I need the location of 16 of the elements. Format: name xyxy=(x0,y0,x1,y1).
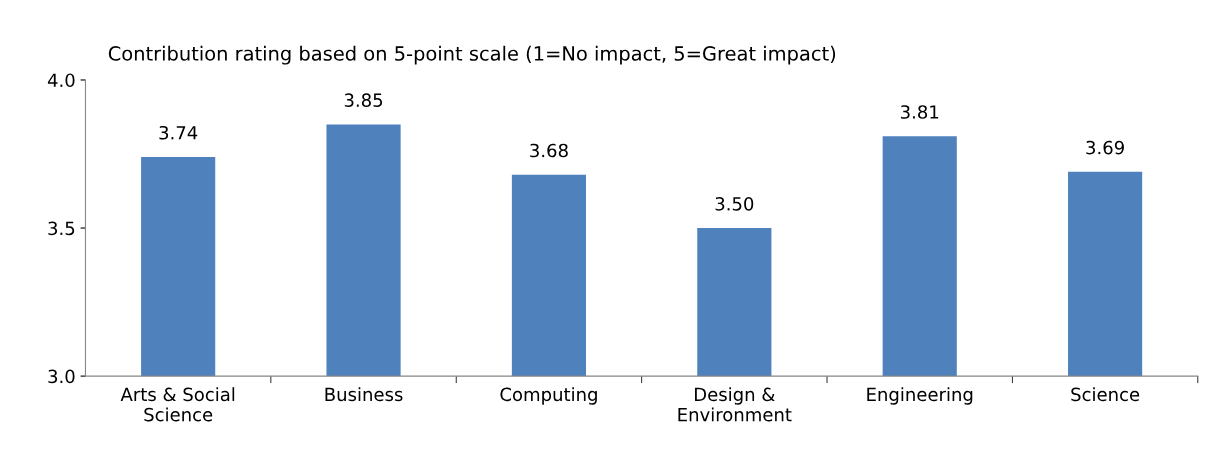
x-tick-label: Business xyxy=(325,387,403,402)
data-label: 3.81 xyxy=(900,105,939,119)
y-tick-label: 3.5 xyxy=(48,221,75,236)
data-label: 3.69 xyxy=(1086,140,1124,155)
data-label: 3.85 xyxy=(344,93,383,108)
x-tick-label: Design & Environment xyxy=(678,387,792,422)
data-label: 3.74 xyxy=(159,125,198,140)
y-tick-label: 4.0 xyxy=(47,73,75,88)
x-tick-label: Engineering xyxy=(867,387,973,405)
y-tick-label: 3.0 xyxy=(48,369,75,384)
data-label: 3.68 xyxy=(530,143,568,158)
x-tick-label: Arts & Social Science xyxy=(120,387,235,422)
chart-title: Contribution rating based on 5-point scale (1=No impact, 5=Great impact) xyxy=(108,45,836,65)
x-tick-label: Computing xyxy=(500,387,597,405)
data-label: 3.50 xyxy=(715,197,754,211)
x-tick-label: Science xyxy=(1071,387,1140,402)
